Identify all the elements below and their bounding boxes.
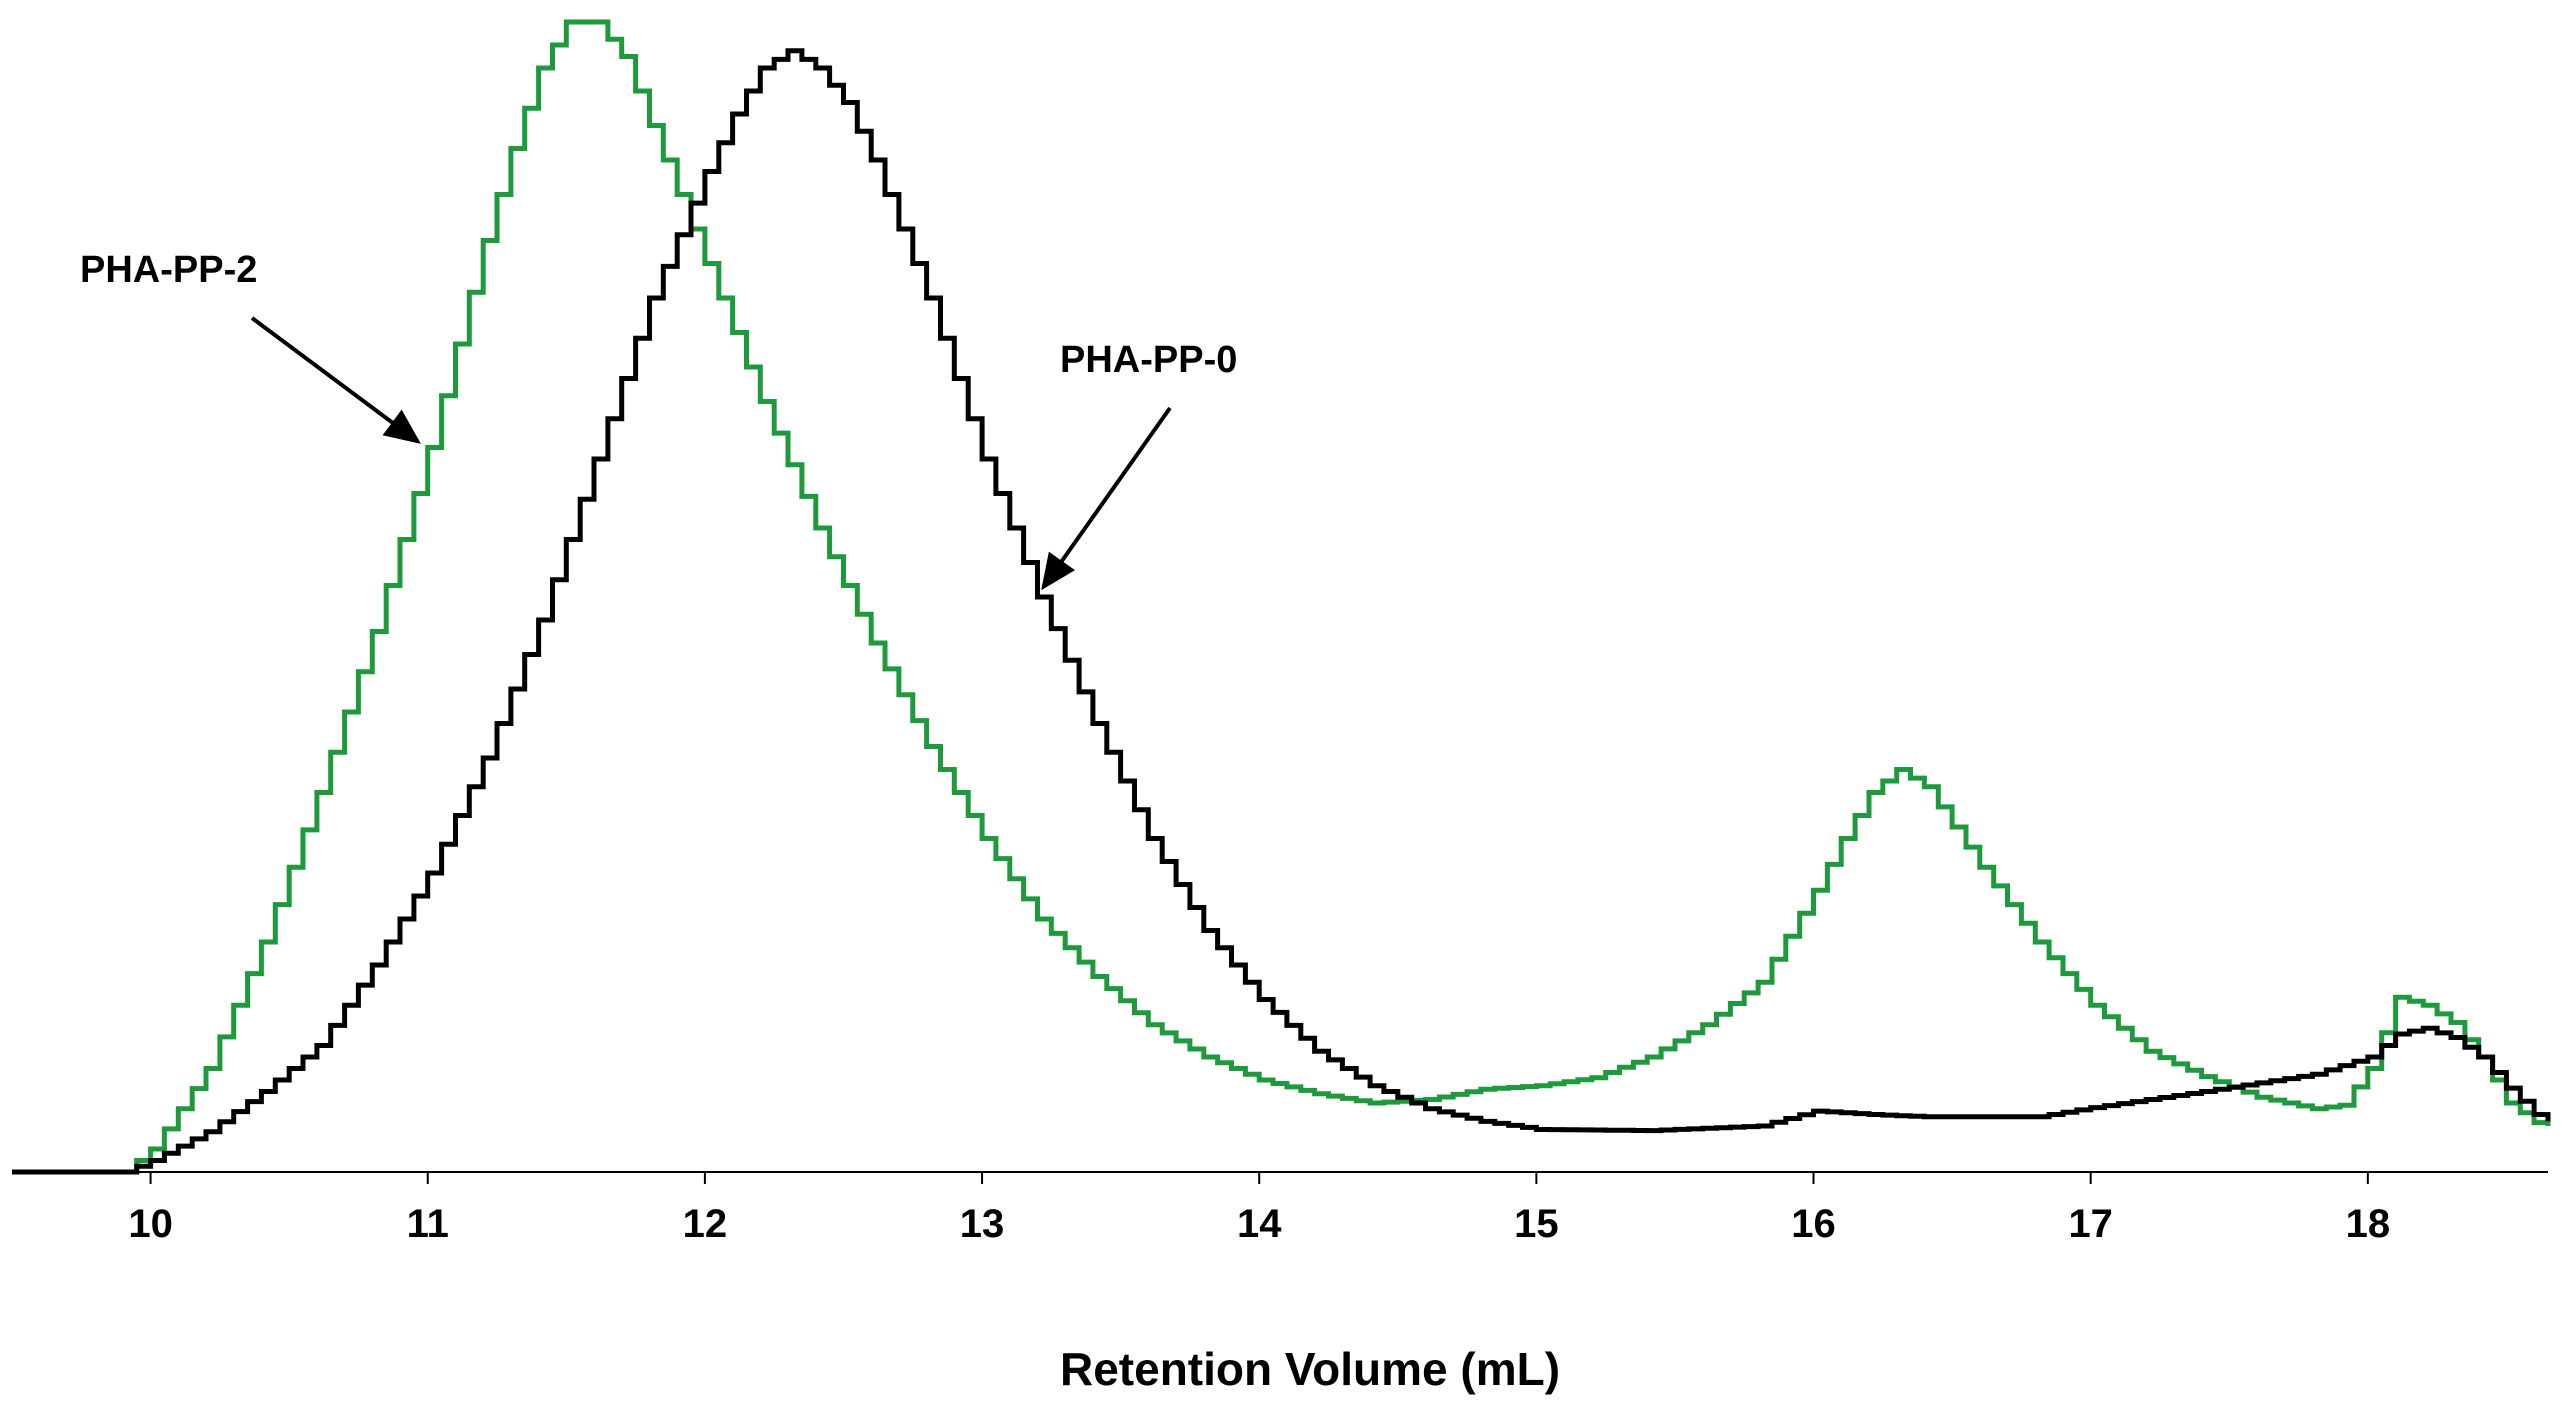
- x-tick-label: 14: [1237, 1202, 1282, 1246]
- series-line-pha-pp-2: [12, 19, 2551, 1175]
- annotations: PHA-PP-2 PHA-PP-0: [80, 249, 1237, 591]
- series-layer: [12, 19, 2551, 1175]
- x-axis-title: Retention Volume (mL): [1060, 1343, 1560, 1395]
- annotation-label: PHA-PP-2: [80, 249, 257, 291]
- x-tick-label: 10: [128, 1202, 173, 1246]
- x-tick-label: 18: [2346, 1202, 2391, 1246]
- x-tick-label: 12: [683, 1202, 728, 1246]
- x-tick-label: 16: [1791, 1202, 1836, 1246]
- x-axis-ticks: 10 11 12 13 14 15 16 17 18: [128, 1172, 2390, 1246]
- x-tick-label: 13: [960, 1202, 1005, 1246]
- annotation-arrow: [1041, 406, 1172, 591]
- x-tick-label: 11: [407, 1202, 449, 1246]
- x-tick-label: 15: [1514, 1202, 1559, 1246]
- annotation-label: PHA-PP-0: [1060, 339, 1237, 381]
- series-line-pha-pp-0: [12, 48, 2551, 1175]
- x-tick-label: 17: [2068, 1202, 2113, 1246]
- annotation-arrow: [250, 316, 421, 444]
